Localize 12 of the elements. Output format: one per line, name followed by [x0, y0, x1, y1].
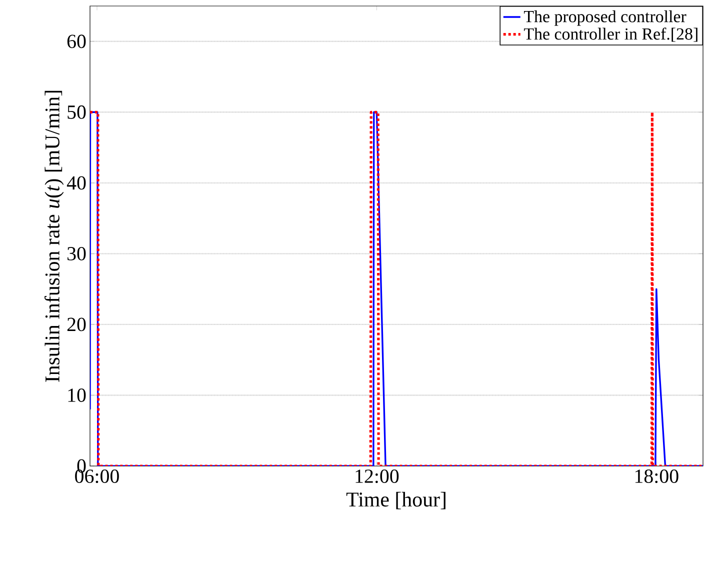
legend-label: The controller in Ref.[28]: [524, 28, 698, 42]
y-tick-label: 60: [67, 34, 86, 48]
y-tick-label: 30: [68, 246, 86, 260]
y-tick-label: 20: [67, 318, 86, 332]
y-axis-title: Insulin infusion rate u(t) [mU/min]: [44, 90, 64, 382]
y-tick-label: 40: [66, 176, 86, 190]
x-axis-title: Time [hour]: [346, 492, 446, 510]
y-tick-label: 10: [68, 388, 86, 402]
y-tick-label: 50: [68, 105, 86, 119]
legend-label: The proposed controller: [524, 10, 686, 26]
x-tick-label: 12:00: [356, 470, 399, 484]
x-tick-label: 18:00: [635, 470, 678, 484]
